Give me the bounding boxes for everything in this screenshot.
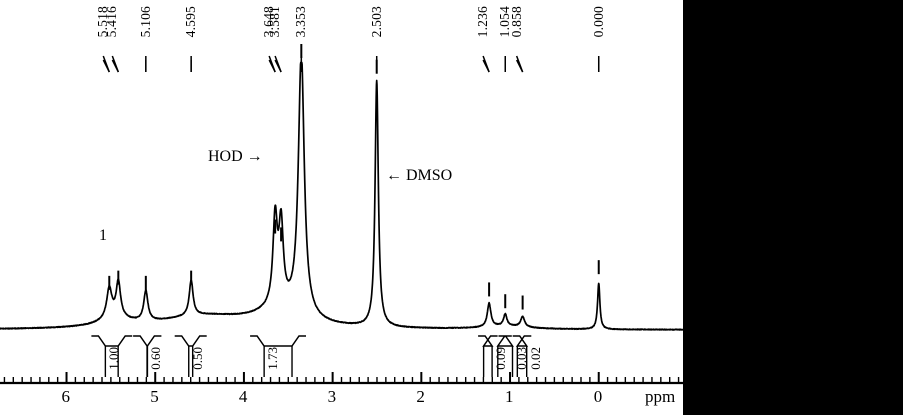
- spectrum-panel: ppm 1 HOD → ← DMSO 5.518 5.416 5.106 4.595 3…: [0, 0, 683, 415]
- axis-tick-label: 2: [416, 387, 425, 407]
- integral-value: 0.50: [190, 347, 206, 370]
- integral-curve: [513, 336, 532, 346]
- figure-root: ppm 1 HOD → ← DMSO 5.518 5.416 5.106 4.595 3…: [0, 0, 903, 415]
- peak-leader-line: [275, 56, 281, 72]
- peak-label: 3.581: [267, 6, 283, 37]
- peak-label: 1.236: [475, 6, 491, 37]
- peak-leader-line: [269, 56, 275, 72]
- axis-tick-label: 1: [505, 387, 514, 407]
- peak-label: 0.000: [591, 6, 607, 37]
- peak-label: 5.106: [138, 6, 154, 37]
- axis-tick-label: 0: [594, 387, 603, 407]
- integral-curve: [133, 336, 161, 346]
- annotation-dmso: ← DMSO: [386, 167, 452, 185]
- integral-value: 0.02: [528, 347, 544, 370]
- integral-curve: [175, 336, 207, 346]
- peak-leader-line: [103, 56, 109, 72]
- peak-label: 2.503: [369, 6, 385, 37]
- axis-unit-label: ppm: [645, 387, 675, 407]
- peak-label: 5.416: [104, 6, 120, 37]
- peak-label: 0.858: [509, 6, 525, 37]
- spectrum-trace: [0, 63, 683, 330]
- integral-value: 1.00: [106, 347, 122, 370]
- integral-value: 0.60: [148, 347, 164, 370]
- integral-value: 0.09: [493, 347, 509, 370]
- compound-label: 1: [99, 227, 107, 245]
- spectrum-vector: [0, 0, 683, 415]
- axis-tick-label: 4: [239, 387, 248, 407]
- peak-label: 4.595: [183, 6, 199, 37]
- integral-curve: [250, 336, 306, 346]
- peak-label: 3.353: [293, 6, 309, 37]
- peak-leader-line: [517, 56, 523, 72]
- axis-tick-label: 5: [150, 387, 159, 407]
- integral-curve: [91, 336, 132, 346]
- integral-curve: [478, 336, 498, 346]
- integral-value: 1.73: [265, 347, 281, 370]
- annotation-hod: HOD →: [208, 148, 263, 166]
- axis-tick-label: 6: [62, 387, 71, 407]
- integral-curve: [498, 336, 513, 346]
- peak-leader-line: [483, 56, 489, 72]
- axis-tick-label: 3: [328, 387, 337, 407]
- peak-leader-line: [112, 56, 118, 72]
